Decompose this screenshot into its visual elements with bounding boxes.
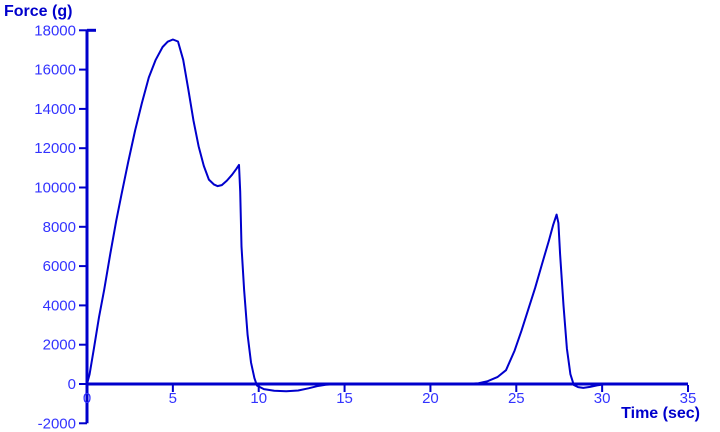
x-axis-title: Time (sec) <box>621 405 700 422</box>
x-tick-label: 0 <box>83 390 91 407</box>
x-tick-label: 5 <box>169 390 177 407</box>
force-data-line <box>86 38 611 393</box>
y-tick-label: 2000 <box>43 337 76 354</box>
y-tick-label: 4000 <box>43 297 76 314</box>
y-tick-label: 16000 <box>34 62 76 79</box>
x-tick-label: 20 <box>422 390 439 407</box>
y-tick-label: 12000 <box>34 140 76 157</box>
y-tick-label: 8000 <box>43 219 76 236</box>
x-tick-label: 30 <box>594 390 611 407</box>
y-tick-label: 0 <box>68 376 76 393</box>
y-tick-label: 18000 <box>34 22 76 39</box>
x-tick-label: 15 <box>336 390 353 407</box>
y-tick-label: -2000 <box>38 415 76 432</box>
y-tick-label: 6000 <box>43 258 76 275</box>
x-tick-label: 35 <box>680 390 697 407</box>
x-tick-label: 10 <box>250 390 267 407</box>
x-tick-label: 25 <box>508 390 525 407</box>
y-tick-label: 10000 <box>34 180 76 197</box>
y-axis-title: Force (g) <box>4 3 73 20</box>
y-tick-label: 14000 <box>34 101 76 118</box>
